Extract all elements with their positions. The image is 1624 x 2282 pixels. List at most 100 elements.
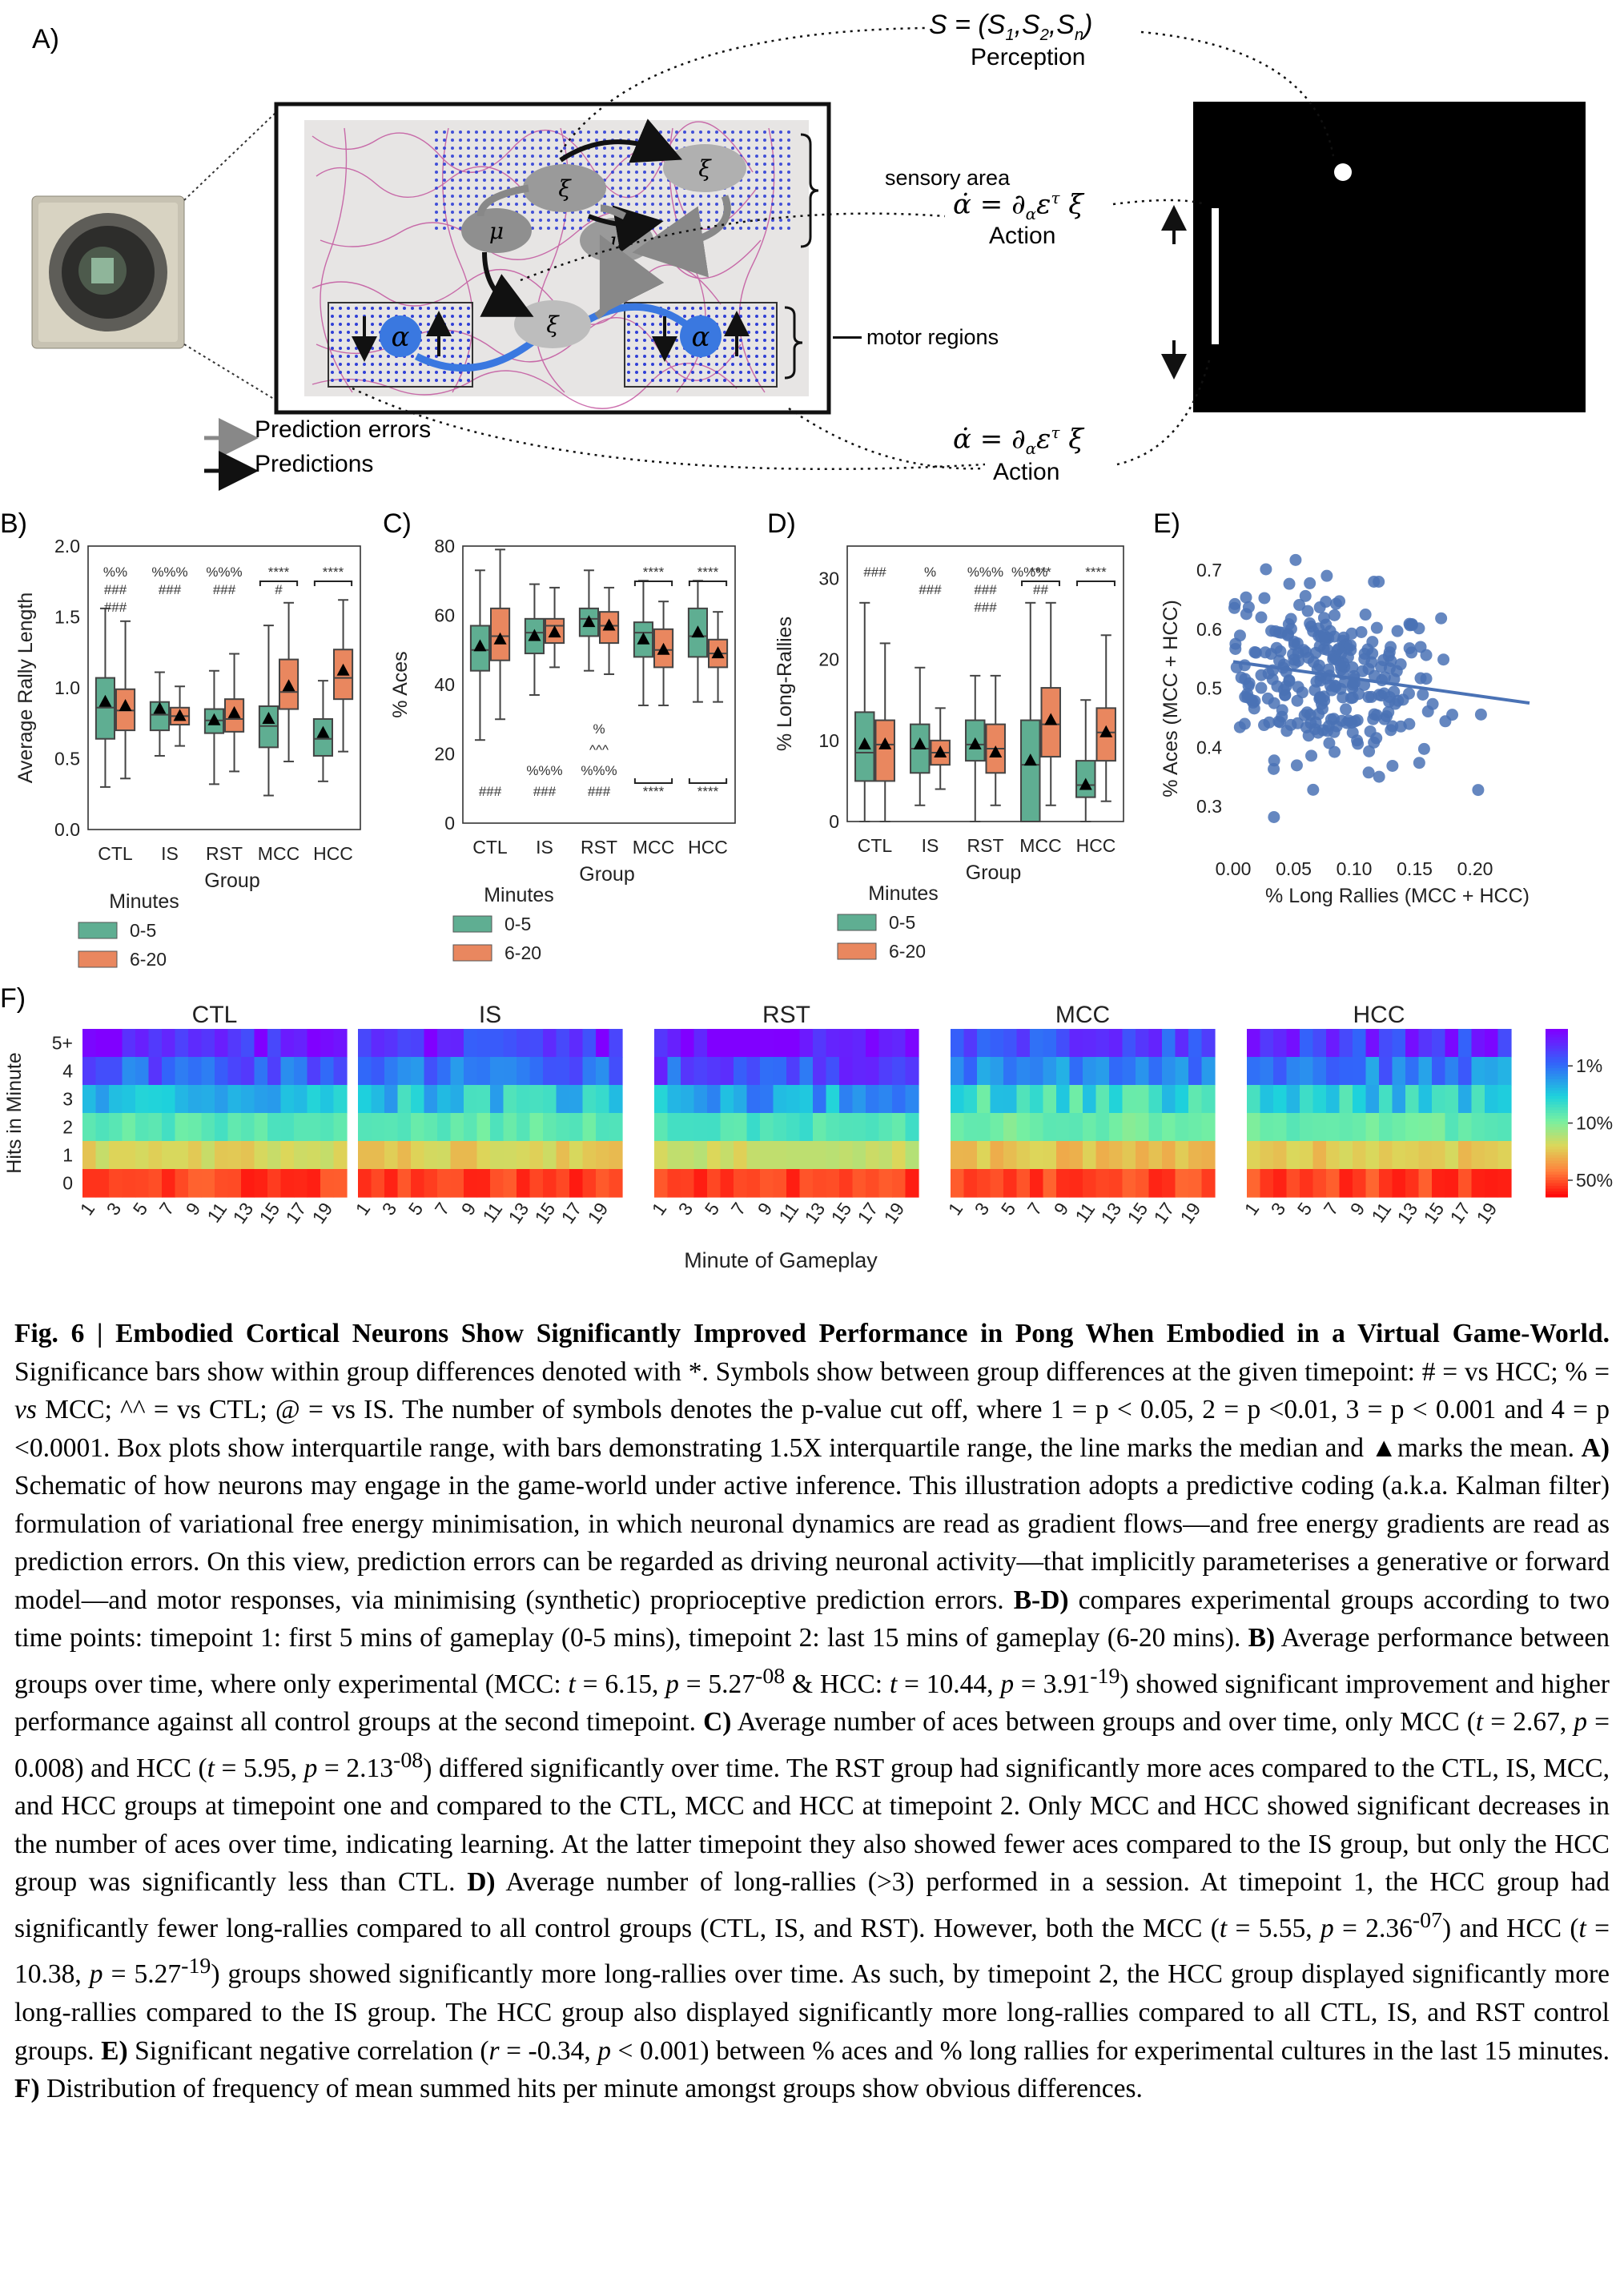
mean-marker	[968, 737, 982, 749]
heatmap-cell	[384, 1057, 399, 1086]
colorbar-segment	[1546, 1037, 1568, 1041]
heatmap-cell	[1201, 1113, 1216, 1142]
heatmap-cell	[1326, 1057, 1341, 1086]
heatmap-cell	[839, 1085, 854, 1114]
heatmap-x-tick: 5	[1293, 1199, 1316, 1219]
panel-b-letter: B)	[0, 508, 27, 539]
colorbar-segment	[1546, 1119, 1568, 1122]
colorbar-segment	[1546, 1175, 1568, 1178]
scatter-point	[1328, 630, 1341, 643]
svg-text:μ: μ	[489, 218, 504, 244]
heatmap-cell	[82, 1169, 97, 1198]
mean-marker	[602, 618, 616, 631]
heatmap-cell	[148, 1057, 163, 1086]
significance-label: ###	[863, 564, 886, 580]
heatmap-cell	[1353, 1113, 1367, 1142]
significance-label: %%%	[151, 564, 187, 580]
heatmap-cell	[977, 1141, 991, 1170]
heatmap-cell	[1365, 1057, 1380, 1086]
y-tick-label: 0	[444, 813, 455, 834]
heatmap-cell	[839, 1169, 854, 1198]
heatmap-cell	[1247, 1141, 1261, 1170]
heatmap-cell	[1260, 1029, 1274, 1058]
heatmap-cell	[358, 1029, 372, 1058]
heatmap-cell	[464, 1169, 478, 1198]
legend-label: 0-5	[889, 912, 915, 933]
x-tick-label: HCC	[688, 837, 728, 858]
heatmap-cell	[582, 1057, 597, 1086]
heatmap-y-tick: 3	[62, 1089, 73, 1110]
significance-label: %	[593, 721, 605, 737]
heatmap-cell	[951, 1057, 965, 1086]
heatmap-cell	[852, 1029, 866, 1058]
heatmap-cell	[1497, 1141, 1512, 1170]
x-tick-label: IS	[922, 835, 939, 856]
heatmap-cell	[1109, 1029, 1124, 1058]
box-0-5-CTL	[469, 569, 490, 741]
significance-label: ###	[588, 784, 611, 799]
scatter-point	[1263, 716, 1276, 729]
heatmap-cell	[1418, 1113, 1433, 1142]
scatter-point	[1403, 642, 1416, 655]
heatmap-cell	[667, 1141, 681, 1170]
panel-d-boxplot: 0 10 20 30 % Long-Rallies CTL IS RST MCC HCC ### % #…	[774, 545, 1124, 962]
heatmap-cell	[490, 1113, 504, 1142]
heatmap-x-tick: 3	[971, 1199, 994, 1219]
heatmap-cell	[1326, 1085, 1341, 1114]
heatmap-cell	[1083, 1029, 1097, 1058]
heatmap-cell	[786, 1057, 801, 1086]
heatmap-cell	[746, 1029, 761, 1058]
scatter-point	[1366, 647, 1379, 660]
heatmap-cell	[358, 1057, 372, 1086]
heatmap-cell	[529, 1169, 544, 1198]
heatmap-cell	[437, 1113, 452, 1142]
mean-marker	[637, 632, 650, 645]
scatter-point	[1414, 672, 1427, 685]
motor-regions-leader	[833, 336, 862, 339]
heatmap-cell	[1069, 1113, 1083, 1142]
heatmap-cell	[241, 1029, 255, 1058]
heatmap-cell	[1260, 1141, 1274, 1170]
heatmap-cell	[799, 1113, 814, 1142]
heatmap-cell	[1300, 1057, 1314, 1086]
significance-label: ****	[643, 784, 665, 799]
scatter-point	[1276, 704, 1288, 717]
heatmap-cell	[241, 1057, 255, 1086]
heatmap-cell	[227, 1169, 242, 1198]
mean-marker	[691, 625, 705, 638]
heatmap-cell	[201, 1169, 215, 1198]
heatmap-cell	[1162, 1029, 1176, 1058]
heatmap-cell	[951, 1029, 965, 1058]
heatmap-cell	[826, 1141, 840, 1170]
heatmap-cell	[294, 1113, 308, 1142]
heatmap-cell	[424, 1113, 438, 1142]
heatmap-cell	[905, 1169, 919, 1198]
scatter-point	[1290, 759, 1303, 772]
scatter-point	[1239, 673, 1252, 685]
x-tick-label: CTL	[472, 837, 508, 858]
colorbar-segment	[1546, 1191, 1568, 1195]
heatmap-cell	[503, 1029, 517, 1058]
heatmap-cell	[109, 1141, 123, 1170]
significance-label: ****	[268, 564, 290, 580]
y-tick-label: 0	[829, 811, 839, 832]
y-tick-label: 0.3	[1196, 796, 1222, 817]
x-tick-label: 0.10	[1337, 858, 1373, 879]
heatmap-cell	[397, 1057, 412, 1086]
heatmap-cell	[241, 1141, 255, 1170]
x-axis-label: Group	[579, 863, 634, 886]
heatmap-cell	[1379, 1029, 1393, 1058]
heatmap-cell	[693, 1085, 708, 1114]
svg-text:ξ: ξ	[698, 155, 712, 182]
heatmap-cell	[1109, 1057, 1124, 1086]
heatmap-cell	[951, 1141, 965, 1170]
box-6-20-IS	[545, 586, 565, 669]
scatter-point	[1328, 609, 1341, 621]
heatmap-cell	[397, 1169, 412, 1198]
panel-e-letter: E)	[1153, 508, 1180, 539]
heatmap-cell	[464, 1057, 478, 1086]
heatmap-cell	[135, 1169, 150, 1198]
heatmap-cell	[1365, 1141, 1380, 1170]
heatmap-cell	[990, 1141, 1004, 1170]
heatmap-cell	[760, 1169, 774, 1198]
